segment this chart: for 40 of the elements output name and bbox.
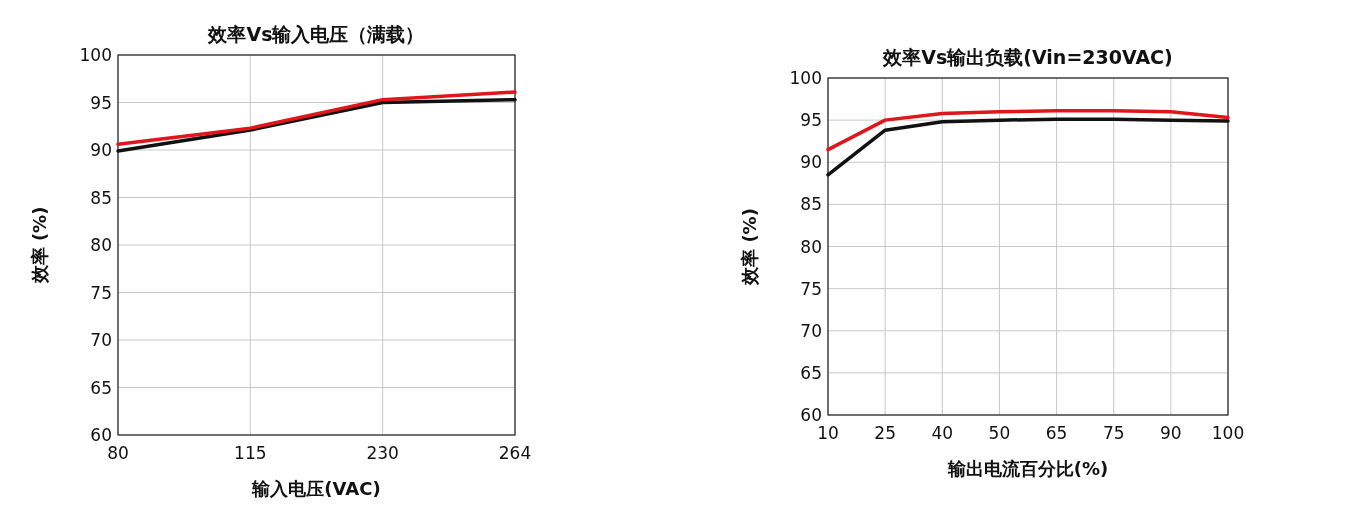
x-tick-label: 50 [988,423,1011,443]
x-tick-label: 75 [1102,423,1125,443]
y-axis-title: 效率 (%) [29,206,50,285]
x-tick-label: 80 [107,443,129,463]
y-tick-label: 100 [79,45,112,65]
line-series [826,117,1230,177]
y-tick-label: 80 [90,235,112,255]
y-tick-label: 85 [90,187,112,208]
y-tick-label: 100 [789,68,822,88]
x-tick-label: 40 [931,423,954,443]
y-tick-label: 70 [90,330,112,350]
y-tick-label: 85 [800,194,822,215]
x-axis-title: 输出电流百分比(%) [946,458,1109,479]
x-tick-label: 115 [234,443,267,463]
x-tick-label: 264 [498,443,532,463]
y-tick-label: 75 [90,282,112,303]
y-tick-label: 90 [90,140,112,160]
x-tick-label: 90 [1160,423,1182,443]
line-series [116,90,517,147]
y-tick-label: 95 [800,110,822,131]
chart-title: 效率Vs输出负载(Vin=230VAC) [882,46,1173,68]
y-tick-label: 90 [800,152,822,173]
y-tick-label: 60 [800,405,822,425]
chart-title: 效率Vs输入电压（满载） [207,23,425,45]
x-tick-label: 10 [817,423,839,443]
line-series [826,109,1230,152]
y-tick-label: 75 [800,278,822,299]
y-tick-label: 65 [800,362,822,383]
x-tick-label: 65 [1045,423,1068,443]
x-axis-title: 输入电压(VAC) [251,478,381,499]
x-tick-label: 230 [366,443,399,463]
x-tick-label: 25 [874,423,896,443]
y-tick-label: 80 [800,236,822,257]
y-tick-label: 70 [800,320,822,341]
y-tick-label: 65 [90,377,112,398]
y-tick-label: 60 [90,425,112,445]
line-series [116,97,517,153]
y-tick-label: 95 [90,92,112,113]
y-axis-title: 效率 (%) [739,208,760,286]
x-tick-label: 100 [1211,423,1245,443]
